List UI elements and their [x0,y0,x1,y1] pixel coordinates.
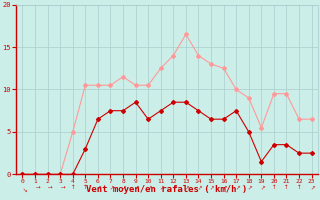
Text: ↑: ↑ [297,185,301,190]
Text: ↑: ↑ [157,185,164,192]
Text: ↑: ↑ [245,185,252,192]
Text: ↑: ↑ [272,185,276,190]
Text: ↑: ↑ [83,185,88,190]
Text: ↑: ↑ [120,185,126,192]
Text: ↑: ↑ [208,185,214,192]
Text: ↑: ↑ [33,185,37,190]
Text: ↑: ↑ [258,185,265,192]
X-axis label: Vent moyen/en rafales ( km/h ): Vent moyen/en rafales ( km/h ) [86,185,248,194]
Text: ↑: ↑ [45,185,50,190]
Text: ↑: ↑ [132,185,139,192]
Text: ↑: ↑ [170,185,177,192]
Text: ↑: ↑ [58,185,63,190]
Text: ↑: ↑ [19,185,26,192]
Text: ↑: ↑ [220,185,227,192]
Text: ↑: ↑ [70,185,75,190]
Text: ↑: ↑ [107,185,114,192]
Text: ↑: ↑ [94,185,101,192]
Text: ↑: ↑ [145,185,152,192]
Text: ↑: ↑ [233,185,240,192]
Text: ↑: ↑ [195,185,202,192]
Text: ↑: ↑ [308,185,315,192]
Text: ↑: ↑ [284,185,289,190]
Text: ↑: ↑ [182,185,189,192]
